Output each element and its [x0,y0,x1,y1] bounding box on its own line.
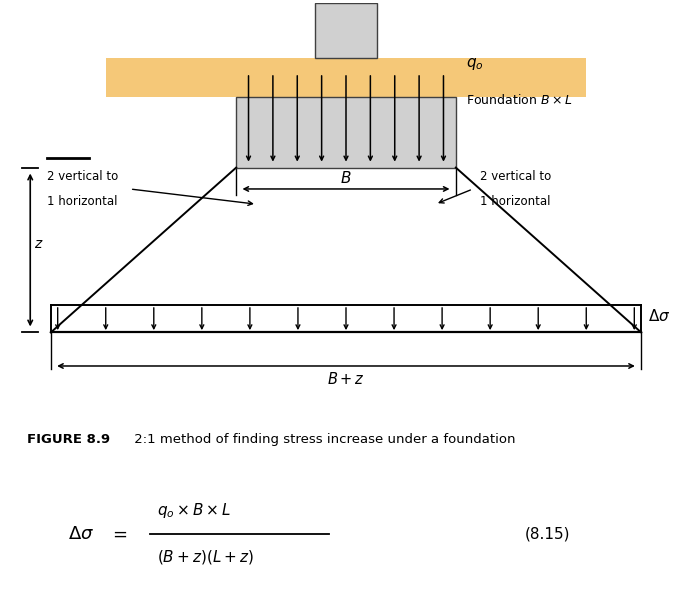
Text: Foundation $B \times L$: Foundation $B \times L$ [466,94,572,107]
Text: $\Delta\sigma$: $\Delta\sigma$ [648,307,671,323]
Text: 2:1 method of finding stress increase under a foundation: 2:1 method of finding stress increase un… [130,433,516,446]
Text: $=$: $=$ [109,525,128,543]
Bar [106,58,586,97]
Text: 1 horizontal: 1 horizontal [480,195,550,208]
Text: $B + z$: $B + z$ [327,371,365,387]
Text: $B$: $B$ [340,170,352,186]
Text: $q_o \times B \times L$: $q_o \times B \times L$ [157,501,231,520]
Text: (8.15): (8.15) [525,526,570,541]
Bar [315,3,377,58]
Text: FIGURE 8.9: FIGURE 8.9 [27,433,110,446]
Text: z: z [34,237,41,251]
Text: 1 horizontal: 1 horizontal [47,195,118,208]
Text: $q_o$: $q_o$ [466,56,484,72]
Text: $(B + z)(L + z)$: $(B + z)(L + z)$ [157,548,254,566]
Text: 2 vertical to: 2 vertical to [480,170,551,183]
Bar [236,97,456,168]
Text: $\Delta\sigma$: $\Delta\sigma$ [68,525,94,543]
Text: 2 vertical to: 2 vertical to [47,170,118,183]
